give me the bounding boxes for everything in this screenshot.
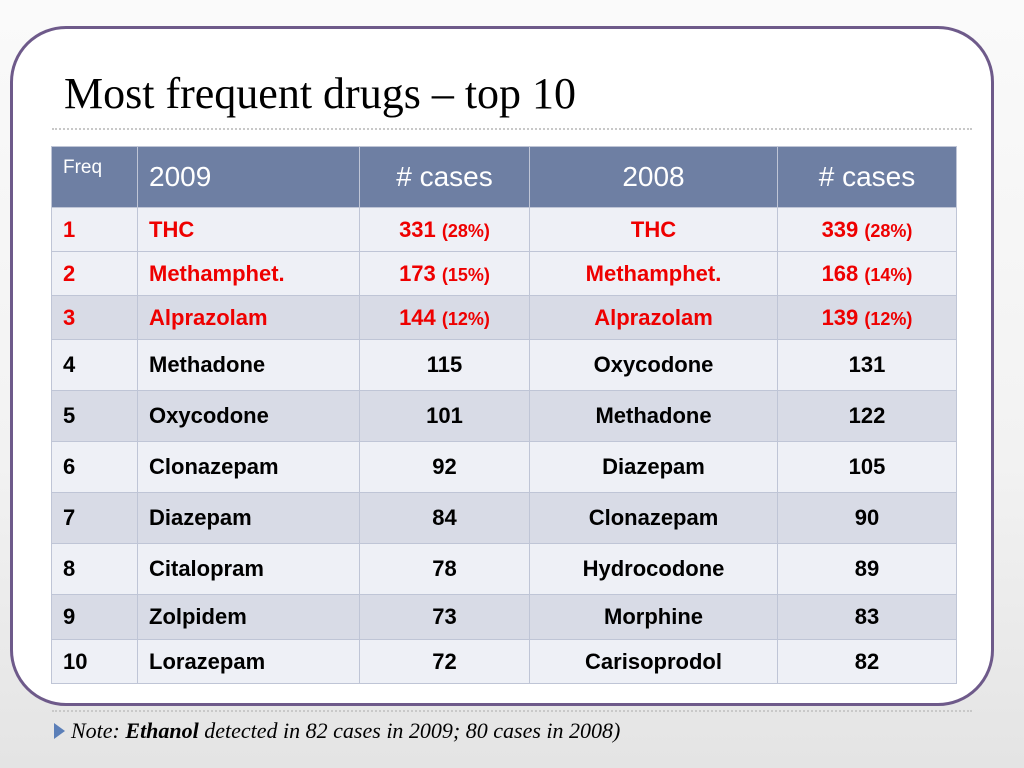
header-cases-2009: # cases (359, 146, 530, 208)
freq-cell: 7 (51, 492, 138, 544)
freq-cell: 1 (51, 207, 138, 252)
freq-cell: 4 (51, 339, 138, 391)
drug-2009-cell: Clonazepam (137, 441, 360, 493)
pct-2008-value: (12%) (864, 308, 913, 329)
cases-2009-cell: 72 (359, 639, 530, 684)
drug-2009-cell: Citalopram (137, 543, 360, 595)
drug-2008-cell: Carisoprodol (529, 639, 778, 684)
note-emphasis: Ethanol (125, 718, 199, 743)
note-prefix: Note: (71, 718, 120, 743)
drug-2009-cell: Diazepam (137, 492, 360, 544)
cases-2009-cell: 331 (28%) (359, 207, 530, 252)
triangle-bullet-icon (54, 723, 65, 739)
cases-2008-cell: 82 (777, 639, 957, 684)
cases-2009-cell: 92 (359, 441, 530, 493)
drug-2008-cell: Hydrocodone (529, 543, 778, 595)
cases-2008-cell: 131 (777, 339, 957, 391)
title-divider (52, 128, 972, 130)
freq-cell: 5 (51, 390, 138, 442)
pct-2009-value: (15%) (441, 264, 490, 285)
drug-2009-cell: Methamphet. (137, 251, 360, 296)
drug-2009-cell: THC (137, 207, 360, 252)
drug-2008-cell: Oxycodone (529, 339, 778, 391)
freq-cell: 8 (51, 543, 138, 595)
cases-2009-cell: 101 (359, 390, 530, 442)
pct-2008-value: (14%) (864, 264, 913, 285)
freq-cell: 6 (51, 441, 138, 493)
table-row: 7 Diazepam 84 Clonazepam 90 (51, 492, 957, 544)
cases-2009-cell: 115 (359, 339, 530, 391)
cases-2009-value: 331 (399, 216, 436, 242)
pct-2008-value: (28%) (864, 220, 913, 241)
drug-2008-cell: Diazepam (529, 441, 778, 493)
cases-2008-cell: 83 (777, 594, 957, 640)
cases-2008-cell: 339 (28%) (777, 207, 957, 252)
drug-2008-cell: Morphine (529, 594, 778, 640)
table-row: 9 Zolpidem 73 Morphine 83 (51, 594, 957, 640)
cases-2008-value: 139 (821, 304, 859, 330)
cases-2009-value: 144 (399, 304, 436, 330)
drug-2009-cell: Alprazolam (137, 295, 360, 340)
table-row: 5 Oxycodone 101 Methadone 122 (51, 390, 957, 442)
slide-title: Most frequent drugs – top 10 (64, 69, 577, 118)
cases-2008-value: 168 (821, 260, 859, 286)
freq-cell: 3 (51, 295, 138, 340)
drug-2008-cell: Methamphet. (529, 251, 778, 296)
header-cases-2008: # cases (777, 146, 957, 208)
drug-2009-cell: Methadone (137, 339, 360, 391)
cases-2009-value: 173 (399, 260, 436, 286)
pct-2009-value: (12%) (441, 308, 490, 329)
drug-2008-cell: Alprazolam (529, 295, 778, 340)
cases-2008-value: 339 (821, 216, 859, 242)
table-header-row: Freq 2009 # cases 2008 # cases (51, 146, 957, 208)
cases-2009-cell: 78 (359, 543, 530, 595)
cases-2008-cell: 90 (777, 492, 957, 544)
cases-2008-cell: 168 (14%) (777, 251, 957, 296)
table-row: 8 Citalopram 78 Hydrocodone 89 (51, 543, 957, 595)
table-row: 6 Clonazepam 92 Diazepam 105 (51, 441, 957, 493)
drug-2009-cell: Lorazepam (137, 639, 360, 684)
table-row: 2 Methamphet. 173 (15%) Methamphet. 168 … (51, 251, 957, 296)
cases-2008-cell: 105 (777, 441, 957, 493)
footnote: Note: Ethanol detected in 82 cases in 20… (54, 718, 620, 744)
table-row: 4 Methadone 115 Oxycodone 131 (51, 339, 957, 391)
freq-cell: 2 (51, 251, 138, 296)
header-2008: 2008 (529, 146, 778, 208)
freq-cell: 10 (51, 639, 138, 684)
pct-2009-value: (28%) (441, 220, 490, 241)
cases-2008-cell: 139 (12%) (777, 295, 957, 340)
footer-divider (52, 710, 972, 712)
drug-2008-cell: Methadone (529, 390, 778, 442)
drug-2008-cell: THC (529, 207, 778, 252)
cases-2009-cell: 84 (359, 492, 530, 544)
header-2009: 2009 (137, 146, 360, 208)
table-row: 10 Lorazepam 72 Carisoprodol 82 (51, 639, 957, 684)
cases-2009-cell: 173 (15%) (359, 251, 530, 296)
cases-2009-cell: 144 (12%) (359, 295, 530, 340)
note-text: detected in 82 cases in 2009; 80 cases i… (204, 718, 621, 743)
cases-2008-cell: 122 (777, 390, 957, 442)
drug-2009-cell: Oxycodone (137, 390, 360, 442)
table-row: 1 THC 331 (28%) THC 339 (28%) (51, 207, 957, 252)
cases-2009-cell: 73 (359, 594, 530, 640)
header-freq: Freq (51, 146, 138, 208)
table-row: 3 Alprazolam 144 (12%) Alprazolam 139 (1… (51, 295, 957, 340)
drugs-table: Freq 2009 # cases 2008 # cases 1 THC 331… (51, 146, 957, 684)
drug-2009-cell: Zolpidem (137, 594, 360, 640)
drug-2008-cell: Clonazepam (529, 492, 778, 544)
freq-cell: 9 (51, 594, 138, 640)
cases-2008-cell: 89 (777, 543, 957, 595)
